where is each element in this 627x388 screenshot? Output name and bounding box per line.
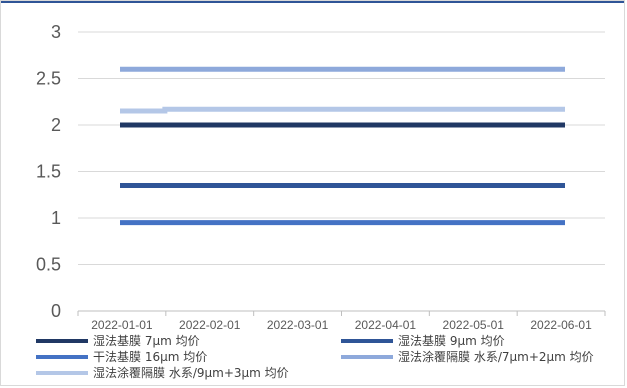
y-tick-label: 0	[51, 301, 61, 321]
x-tick-label: 2022-01-01	[91, 318, 153, 332]
legend-label: 湿法基膜 7μm 均价	[93, 333, 200, 348]
legend-label: 干法基膜 16μm 均价	[93, 350, 207, 364]
y-tick-label: 0.5	[36, 255, 61, 275]
x-tick-label: 2022-03-01	[267, 318, 329, 332]
y-tick-label: 1.5	[36, 162, 61, 182]
series-lines	[120, 66, 565, 226]
y-tick-label: 3	[51, 22, 61, 42]
y-axis: 0 0.5 1 1.5 2 2.5 3	[36, 22, 61, 321]
x-tick-label: 2022-06-01	[530, 318, 592, 332]
x-tick-label: 2022-05-01	[443, 318, 505, 332]
legend-label: 湿法涂覆隔膜 水系/7μm+2μm 均价	[398, 349, 594, 364]
x-axis: 2022-01-01 2022-02-01 2022-03-01 2022-04-01…	[77, 310, 606, 332]
y-tick-label: 1	[51, 208, 61, 228]
x-tick-label: 2022-04-01	[355, 318, 417, 332]
x-tick-label: 2022-02-01	[179, 318, 241, 332]
y-tick-label: 2.5	[36, 69, 61, 89]
legend-label: 湿法基膜 9μm 均价	[398, 333, 505, 348]
series-line-5	[120, 106, 565, 114]
legend-label: 湿法涂覆隔膜 水系/9μm+3μm 均价	[93, 365, 289, 380]
y-tick-label: 2	[51, 115, 61, 135]
